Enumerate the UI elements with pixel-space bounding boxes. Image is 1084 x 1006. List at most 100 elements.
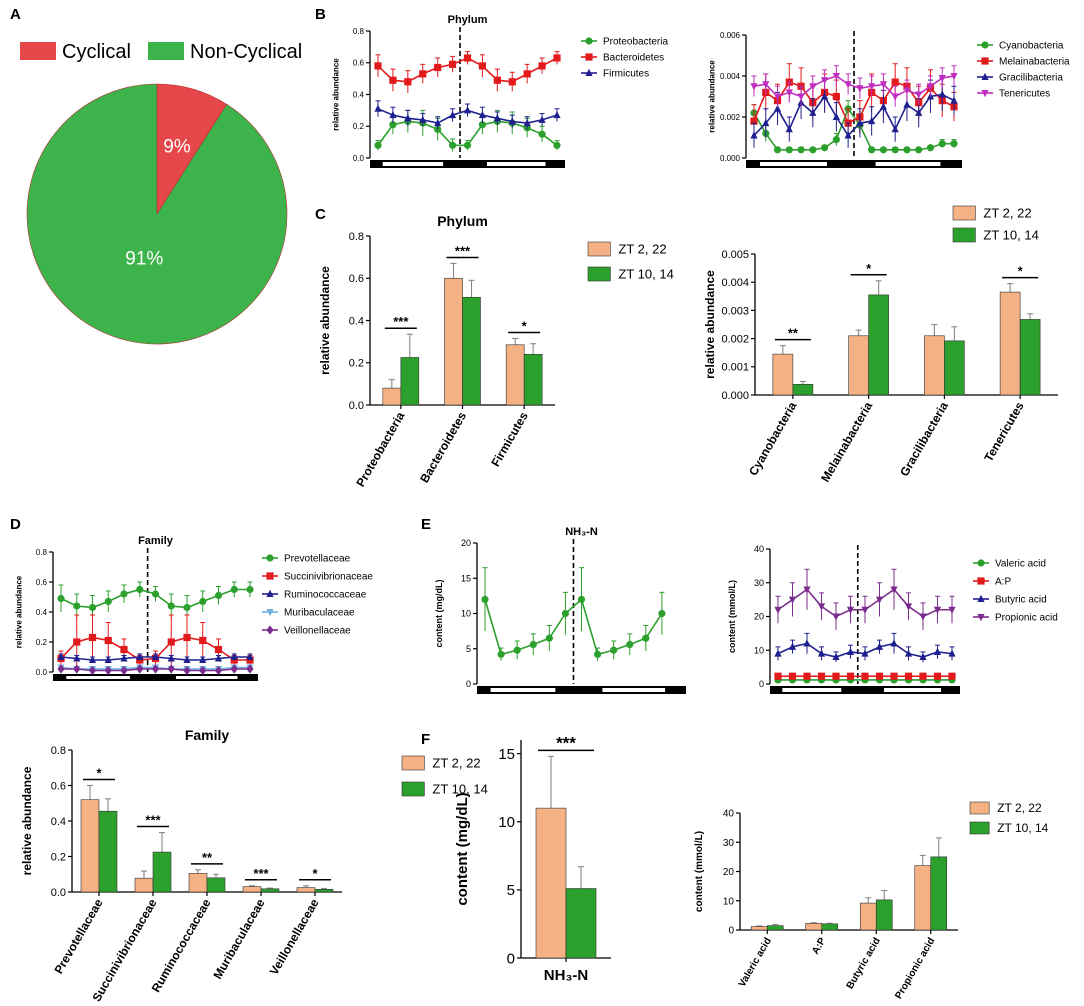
pie-chart: Cyclical Non-Cyclical 9% 91% (20, 41, 302, 345)
y-tick-label: 5 (507, 882, 515, 899)
data-point (861, 606, 869, 614)
legend-label: Valeric acid (995, 559, 1046, 570)
y-tick-label: 0.005 (721, 249, 749, 261)
data-point (493, 76, 501, 84)
data-point (868, 146, 876, 154)
data-point (104, 597, 112, 606)
data-point (199, 597, 207, 606)
y-tick-label: 20 (754, 612, 764, 622)
data-point (919, 652, 927, 660)
data-point (478, 121, 487, 129)
data-point (513, 646, 521, 654)
series-nh3-n (481, 567, 666, 661)
data-point (73, 654, 81, 662)
data-point (875, 596, 884, 604)
light-period (760, 162, 827, 166)
legend-swatch (952, 205, 976, 221)
data-point (844, 131, 852, 139)
light-period (382, 162, 444, 166)
y-tick-label: 20 (723, 867, 735, 878)
bar-zt-2-22 (444, 277, 463, 406)
pie-label: 91% (125, 249, 163, 270)
bar-zt-10-14 (868, 294, 889, 396)
y-tick-label: 0.4 (353, 90, 365, 99)
legend-marker (977, 559, 985, 567)
data-point (167, 602, 175, 610)
bar-chart-d2: Family 0.0 0.2 0.4 0.6 0.8 relative abundance *… (20, 727, 488, 1004)
significance-stars: * (866, 261, 872, 276)
data-point (199, 636, 207, 645)
data-point (832, 613, 840, 621)
data-point (478, 110, 487, 119)
light-period (66, 676, 130, 679)
series-firmicutes (374, 100, 561, 130)
bar-zt-10-14 (1019, 319, 1041, 396)
data-point (57, 652, 65, 660)
legend: ZT 2, 22 ZT 10, 14 (401, 755, 488, 797)
data-point (890, 639, 898, 647)
series-ruminococcaceae (57, 652, 254, 663)
data-point (774, 672, 782, 680)
data-point (88, 603, 97, 612)
data-point (950, 140, 958, 148)
data-point (389, 76, 397, 84)
y-tick-label: 0.8 (349, 231, 364, 243)
data-point (448, 141, 457, 149)
data-point (948, 606, 956, 614)
light-period (487, 162, 546, 166)
legend-swatch (401, 755, 425, 771)
data-point (890, 672, 898, 680)
legend-swatch (587, 241, 611, 257)
data-point (809, 146, 817, 154)
data-point (891, 146, 899, 154)
data-point (933, 672, 942, 680)
category-butyric-acid: Butyric acid (845, 889, 893, 991)
y-axis-label: content (mmol/L) (694, 831, 705, 912)
data-point (183, 665, 191, 676)
y-tick-label: 15 (461, 573, 471, 583)
data-point (919, 672, 927, 680)
data-point (120, 665, 128, 676)
y-tick-label: 5 (466, 644, 471, 654)
y-axis-label: relative abundance (331, 58, 340, 131)
data-point (183, 603, 191, 612)
bar-zt-10-14 (314, 889, 334, 893)
data-point (809, 83, 817, 91)
legend-marker (981, 57, 989, 65)
bar-chart-f1: 0 5 10 15 content (mg/dL) *** NH₃-N (454, 733, 611, 984)
data-point (214, 645, 223, 654)
legend-label: ZT 10, 14 (983, 228, 1038, 243)
bar-zt-10-14 (821, 923, 839, 931)
y-axis-label: content (mg/dL) (434, 580, 444, 648)
chart-title: NH₃-N (565, 526, 598, 538)
data-point (246, 664, 254, 674)
data-point (593, 650, 602, 658)
significance-stars: * (96, 766, 102, 781)
data-point (246, 585, 254, 594)
data-point (803, 639, 811, 647)
legend-label: Tenericutes (999, 89, 1050, 100)
bar-zt-10-14 (206, 877, 226, 893)
bar-zt-2-22 (772, 353, 794, 396)
data-point (136, 664, 144, 674)
y-tick-label: 0.4 (51, 816, 66, 828)
light-period (490, 688, 556, 692)
bar-zt-10-14 (98, 810, 118, 893)
data-point (891, 78, 899, 86)
legend-label: Cyanobacteria (999, 41, 1064, 52)
data-point (120, 645, 128, 654)
y-axis-label: content (mmol/L) (727, 580, 737, 653)
y-tick-label: 0.002 (720, 113, 741, 122)
pie-slice-non-cyclical (26, 83, 288, 345)
data-point (950, 73, 958, 81)
significance-stars: ** (788, 326, 799, 341)
chart-title: Family (138, 535, 174, 547)
x-tick-label: A:P (810, 936, 828, 957)
bar-zt-2-22 (242, 886, 262, 893)
data-point (820, 144, 829, 152)
chart-title: Phylum (448, 14, 488, 26)
light-dark-bar (53, 674, 258, 681)
data-point (926, 83, 935, 91)
data-point (538, 130, 546, 138)
data-point (788, 672, 797, 680)
